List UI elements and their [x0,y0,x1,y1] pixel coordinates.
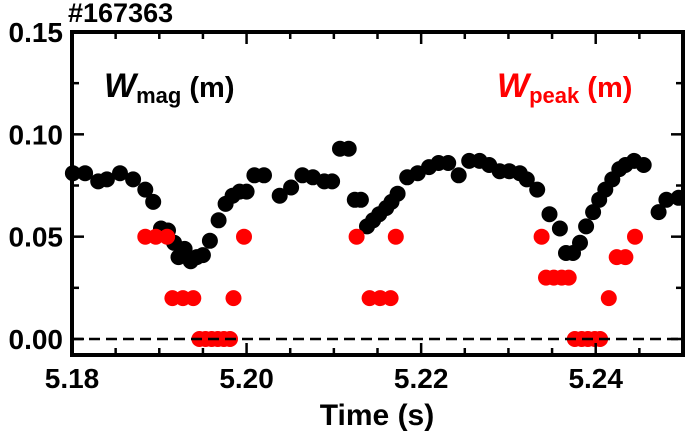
wmag-point [352,191,369,208]
wmag-point [450,167,467,184]
wmag-point [271,187,288,204]
legend-wpeak-unit: (m) [579,72,632,104]
wpeak-point [147,228,164,245]
series-wmag [64,140,685,270]
wmag-point [340,140,357,157]
wmag-point [650,204,667,221]
wmag-point [518,171,535,188]
x-axis-title: Time (s) [320,399,434,432]
wmag-point [572,234,588,251]
series-wpeak [137,228,643,347]
legend-wpeak: Wpeak (m) [497,67,632,108]
x-tick-label: 5.18 [45,363,100,394]
wmag-point [551,220,568,237]
wpeak-point [225,290,242,307]
x-tick-label: 5.20 [219,363,274,394]
wpeak-point [387,228,404,245]
y-tick-label: 0.05 [9,222,64,253]
wmag-point [585,204,602,221]
wmag-point [529,181,546,198]
wmag-point [98,171,115,188]
ticks-layer: 5.18 5.20 5.22 5.24 0.00 0.05 0.10 0.15 [9,17,685,394]
wmag-point [238,183,255,200]
wpeak-point [185,290,202,307]
wmag-point [635,157,652,173]
wpeak-point [159,228,176,245]
wmag-point [256,167,272,184]
legend-wmag: Wmag (m) [104,67,235,108]
wmag-point [324,173,341,190]
wpeak-point [533,228,550,245]
wmag-point [137,181,154,198]
wmag-point [210,212,227,229]
legend-wmag-unit: (m) [181,72,234,104]
wmag-point [112,165,128,182]
wmag-point [145,193,162,210]
wmag-point [389,185,406,202]
wpeak-point [236,228,252,245]
wpeak-point [617,249,634,266]
wmag-point [201,232,218,249]
legend-wmag-subscript: mag [136,83,181,108]
legend-wpeak-symbol: W [497,67,532,105]
wmag-point [578,218,595,235]
x-tick-label: 5.22 [394,363,449,394]
wmag-point [283,179,300,196]
wpeak-point [348,228,365,245]
legend-wpeak-subscript: peak [529,83,580,108]
wpeak-point [560,269,577,286]
x-tick-label: 5.24 [568,363,623,394]
legend-wmag-symbol: W [104,67,139,105]
wpeak-point [627,228,643,245]
wmag-point [125,171,142,188]
y-tick-label: 0.15 [9,17,64,48]
y-tick-label: 0.00 [9,324,64,355]
wmag-point [77,165,94,182]
wmag-point [194,247,211,264]
series-layer [64,140,685,347]
wmag-point [658,191,675,208]
shot-number-label: #167363 [68,0,173,28]
wmag-point [541,206,558,223]
wmag-point [176,240,193,257]
y-tick-label: 0.10 [9,119,64,150]
wpeak-point [600,290,617,307]
wpeak-point [382,290,399,307]
wmag-point [440,155,457,171]
